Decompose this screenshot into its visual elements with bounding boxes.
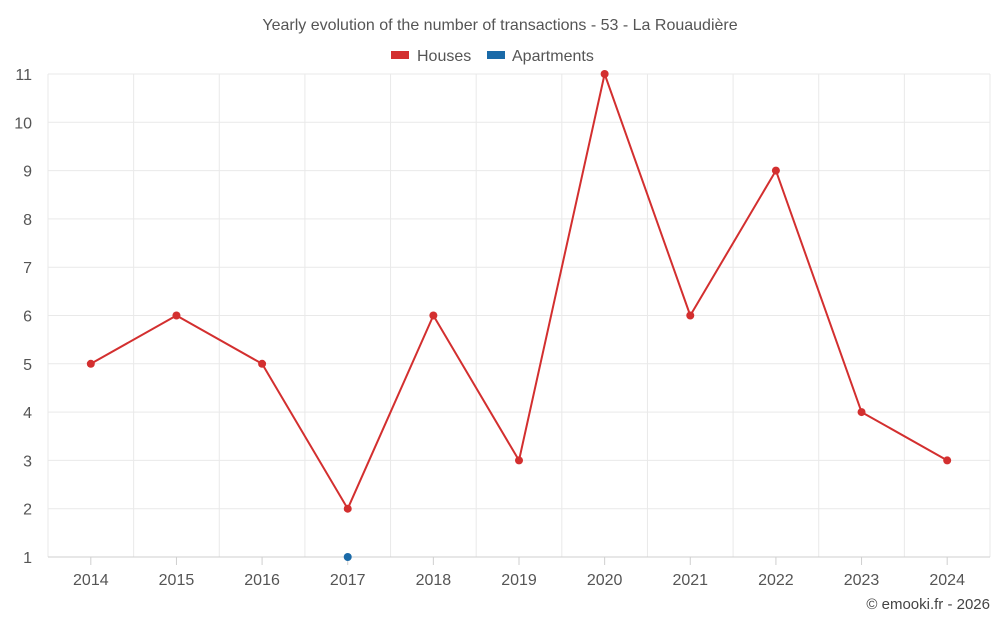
legend-item-houses[interactable]: Houses <box>391 48 471 65</box>
series <box>86 70 952 561</box>
x-tick-label: 2014 <box>73 572 109 589</box>
gridlines <box>47 73 991 558</box>
x-tick-label: 2024 <box>929 572 965 589</box>
x-tick-label: 2017 <box>330 572 366 589</box>
y-tick-label: 4 <box>23 405 32 422</box>
data-point-houses-2022[interactable] <box>771 166 780 175</box>
data-point-houses-2014[interactable] <box>86 359 95 368</box>
x-tick-label: 2020 <box>587 572 623 589</box>
data-point-houses-2018[interactable] <box>429 311 438 320</box>
y-tick-label: 7 <box>23 260 32 277</box>
data-point-houses-2016[interactable] <box>258 359 267 368</box>
x-tick-label: 2021 <box>672 572 708 589</box>
legend-label-apartments: Apartments <box>512 48 594 65</box>
series-houses <box>86 70 952 513</box>
x-tick-label: 2023 <box>844 572 880 589</box>
y-tick-label: 10 <box>14 115 32 132</box>
legend: Houses Apartments <box>391 48 594 65</box>
x-tick-label: 2019 <box>501 572 537 589</box>
data-point-houses-2019[interactable] <box>515 456 523 465</box>
credit-text: © emooki.fr - 2026 <box>866 596 990 613</box>
legend-swatch-houses <box>391 51 409 59</box>
y-tick-label: 2 <box>23 502 32 519</box>
y-tick-label: 6 <box>23 309 32 326</box>
legend-item-apartments[interactable]: Apartments <box>487 48 594 65</box>
y-axis-ticks: 1 2 3 4 5 6 7 8 9 10 11 <box>14 67 32 567</box>
data-point-houses-2015[interactable] <box>172 311 181 320</box>
y-tick-label: 3 <box>23 453 32 470</box>
data-point-apartments-2017[interactable] <box>343 553 352 561</box>
data-point-houses-2020[interactable] <box>600 70 609 78</box>
data-point-houses-2021[interactable] <box>686 311 695 320</box>
legend-label-houses: Houses <box>417 48 471 65</box>
x-axis-ticks: 2014 2015 2016 2017 2018 2019 2020 2021 2022 2023… <box>73 557 965 589</box>
legend-swatch-apartments <box>487 51 505 59</box>
y-tick-label: 11 <box>15 67 32 84</box>
x-tick-label: 2018 <box>416 572 452 589</box>
data-point-houses-2024[interactable] <box>943 456 952 465</box>
y-tick-label: 8 <box>23 212 32 229</box>
y-tick-label: 5 <box>23 357 32 374</box>
chart-title: Yearly evolution of the number of transa… <box>262 17 737 34</box>
data-point-houses-2017[interactable] <box>343 504 352 513</box>
y-tick-label: 9 <box>23 164 32 181</box>
x-tick-label: 2022 <box>758 572 794 589</box>
series-apartments <box>343 553 352 561</box>
y-tick-label: 1 <box>23 550 32 567</box>
x-tick-label: 2015 <box>159 572 195 589</box>
x-tick-label: 2016 <box>244 572 280 589</box>
data-point-houses-2023[interactable] <box>857 408 866 417</box>
